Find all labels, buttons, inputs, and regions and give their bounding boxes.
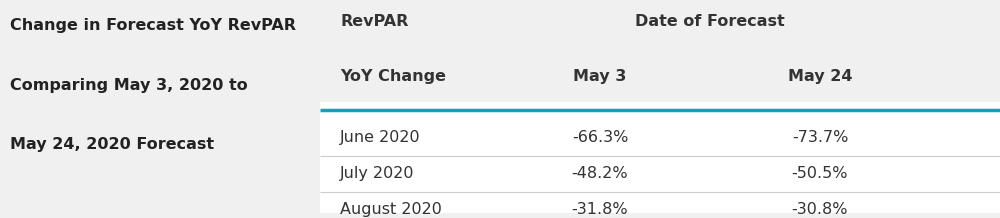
FancyBboxPatch shape <box>320 0 1000 213</box>
Text: Change in Forecast YoY RevPAR: Change in Forecast YoY RevPAR <box>10 18 296 33</box>
Text: RevPAR: RevPAR <box>340 14 408 29</box>
Text: July 2020: July 2020 <box>340 166 415 181</box>
Text: May 24: May 24 <box>788 69 852 84</box>
Text: -73.7%: -73.7% <box>792 130 848 145</box>
Text: -48.2%: -48.2% <box>572 166 628 181</box>
Text: Comparing May 3, 2020 to: Comparing May 3, 2020 to <box>10 78 248 93</box>
Text: Date of Forecast: Date of Forecast <box>635 14 785 29</box>
Text: -31.8%: -31.8% <box>572 202 628 217</box>
Text: -50.5%: -50.5% <box>792 166 848 181</box>
Text: YoY Change: YoY Change <box>340 69 446 84</box>
Text: -66.3%: -66.3% <box>572 130 628 145</box>
FancyBboxPatch shape <box>320 0 1000 102</box>
Text: May 24, 2020 Forecast: May 24, 2020 Forecast <box>10 137 214 152</box>
Text: May 3: May 3 <box>573 69 627 84</box>
Text: August 2020: August 2020 <box>340 202 442 217</box>
Text: June 2020: June 2020 <box>340 130 421 145</box>
Text: -30.8%: -30.8% <box>792 202 848 217</box>
